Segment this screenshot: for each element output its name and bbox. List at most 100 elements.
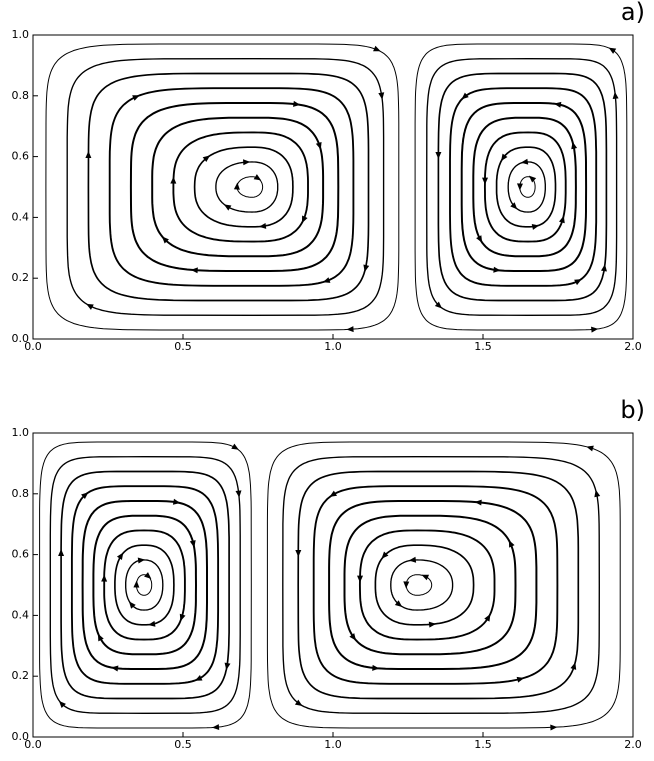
streamline	[343, 514, 517, 656]
arrow-head	[172, 498, 181, 505]
streamline	[437, 72, 608, 302]
arrow-head	[132, 95, 140, 101]
arrow-head	[161, 236, 169, 244]
streamline	[81, 500, 208, 670]
arrow-head	[461, 92, 469, 100]
panel: a) 0.0 0.5 1.0 1.5 2.0 0.0 0.2 0.4 0.6 0.8 1.0	[12, 0, 646, 353]
arrow-head	[608, 47, 617, 54]
y-tick-label: 0.6	[12, 548, 30, 561]
panel-label: b)	[620, 396, 645, 424]
arrow-head	[528, 175, 537, 183]
arrow-head	[85, 151, 92, 159]
arrow-head	[349, 633, 356, 641]
arrow-head	[179, 613, 186, 622]
plot-frame	[32, 432, 634, 738]
arrow-head	[189, 540, 196, 548]
arrow-head	[482, 177, 489, 185]
arrow-head	[133, 580, 140, 588]
streamline	[297, 470, 580, 700]
streamline	[483, 131, 567, 243]
streamline	[374, 544, 475, 626]
arrow-head	[612, 91, 619, 100]
arrow-head	[363, 264, 370, 272]
streamline	[215, 161, 279, 213]
arrow-head	[170, 176, 177, 184]
y-tick-label: 0.2	[12, 271, 30, 284]
arrow-head	[501, 153, 508, 162]
arrow-head	[421, 574, 430, 581]
arrow-head	[329, 490, 338, 497]
streamline	[45, 43, 400, 331]
streamline	[328, 500, 538, 670]
arrow-head	[586, 445, 594, 452]
arrow-head	[516, 183, 523, 191]
x-tick-label: 2.0	[624, 738, 642, 751]
y-tick-label: 0.6	[12, 150, 30, 163]
arrow-head	[594, 489, 601, 498]
arrow-head	[144, 572, 152, 579]
streamline	[193, 146, 294, 228]
arrow-head	[558, 215, 565, 224]
streamline	[129, 102, 340, 272]
x-tick-label: 2.0	[624, 340, 642, 353]
arrow-head	[493, 266, 501, 273]
arrow-head	[435, 152, 442, 159]
arrow-head	[190, 267, 198, 274]
x-tick-label: 1.5	[474, 738, 492, 751]
arrow-head	[293, 100, 301, 107]
arrow-head	[484, 614, 491, 622]
arrow-head	[322, 277, 331, 283]
streamline	[358, 529, 496, 641]
arrow-head	[510, 202, 518, 210]
y-tick-label: 0.8	[12, 89, 30, 102]
arrow-head	[294, 699, 303, 707]
arrow-head	[58, 549, 65, 557]
arrow-head	[378, 92, 385, 100]
streamline	[60, 470, 230, 700]
arrow-head	[258, 222, 267, 229]
arrow-head	[137, 557, 146, 564]
arrow-head	[223, 204, 232, 211]
arrow-head	[408, 556, 417, 563]
arrow-head	[428, 621, 437, 628]
panel: b) 0.0 0.5 1.0 1.5 2.0 0.0 0.2 0.4 0.6 0.8 1.0	[12, 396, 646, 751]
streamline	[92, 514, 197, 656]
arrow-head	[58, 700, 66, 709]
arrow-head	[148, 620, 156, 627]
arrow-head	[295, 550, 302, 557]
streamline	[266, 441, 621, 729]
x-tick-label: 1.0	[324, 738, 342, 751]
arrow-head	[81, 492, 89, 500]
arrow-head	[231, 443, 239, 450]
arrow-head	[97, 633, 104, 642]
streamline	[103, 529, 186, 641]
plot-frame	[32, 34, 634, 340]
x-tick-label: 0.0	[24, 340, 42, 353]
arrow-head	[571, 141, 578, 150]
streamline	[507, 161, 546, 213]
arrow-head	[476, 235, 483, 243]
arrow-head	[315, 141, 322, 150]
arrow-head	[101, 574, 108, 582]
streamline	[49, 456, 241, 714]
streamline	[151, 116, 325, 258]
arrow-head	[570, 662, 577, 670]
y-tick-label: 0.0	[12, 730, 30, 743]
arrow-head	[516, 676, 525, 683]
y-tick-label: 0.4	[12, 608, 30, 621]
arrow-head	[202, 155, 211, 163]
arrow-head	[357, 575, 364, 583]
x-tick-label: 1.5	[474, 340, 492, 353]
arrow-head	[600, 264, 607, 272]
arrow-head	[508, 540, 515, 548]
x-tick-label: 1.0	[324, 340, 342, 353]
arrow-head	[128, 601, 136, 609]
streamline	[460, 102, 588, 272]
arrow-head	[235, 490, 242, 498]
arrow-head	[394, 600, 403, 607]
arrow-head	[373, 45, 381, 52]
streamline	[282, 456, 600, 714]
y-tick-label: 0.4	[12, 210, 30, 223]
arrow-head	[403, 581, 410, 589]
